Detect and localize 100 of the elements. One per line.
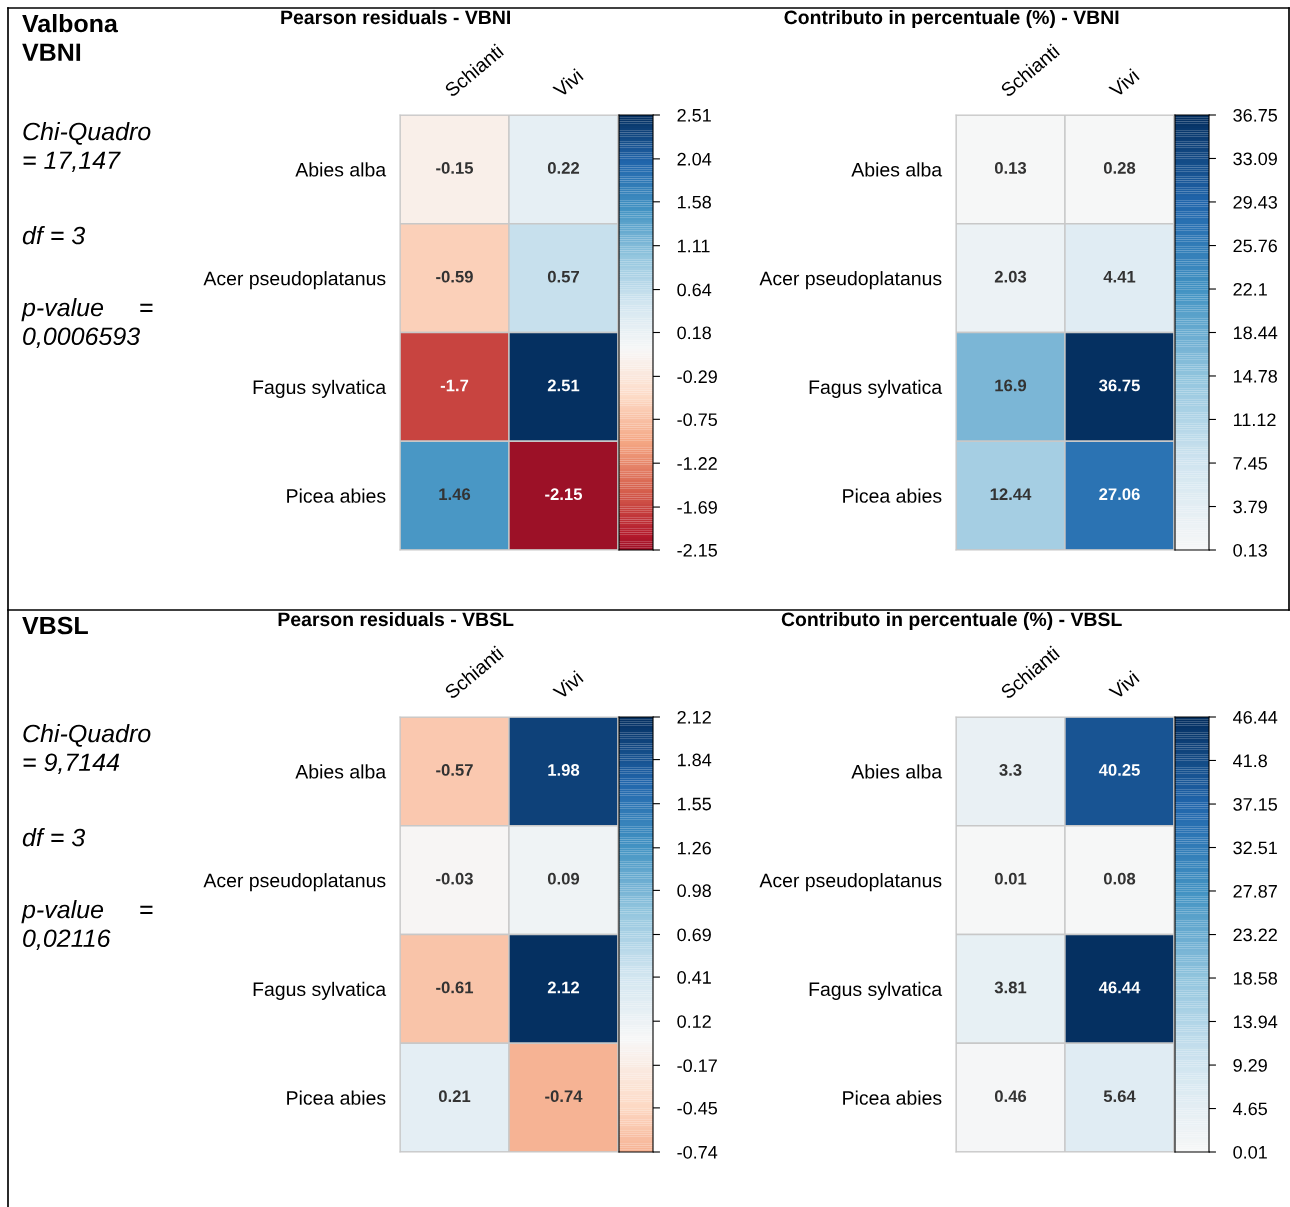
- y-tick-label: Acer pseudoplatanus: [759, 873, 942, 892]
- color-bar-label: 1.26: [677, 841, 711, 855]
- color-bar-label: 14.78: [1233, 369, 1278, 383]
- color-bar-label: 0.98: [677, 884, 711, 898]
- data-label: -0.59: [436, 270, 473, 283]
- y-tick-label: Acer pseudoplatanus: [759, 271, 942, 290]
- data-label: 2.51: [547, 379, 580, 392]
- color-bar-label: 0.64: [677, 283, 712, 297]
- data-label: 36.75: [1099, 379, 1140, 392]
- x-tick-label: Vivi: [551, 670, 584, 700]
- y-tick-label: Fagus sylvatica: [253, 379, 387, 398]
- data-label: 0.13: [994, 162, 1027, 174]
- data-label: -0.61: [436, 981, 474, 994]
- data-label: 3.81: [994, 981, 1027, 994]
- data-label: 0.08: [1103, 872, 1136, 885]
- color-bar-label: 1.55: [677, 797, 711, 811]
- color-bar-label: 46.44: [1233, 710, 1278, 724]
- color-bar-label: 9.29: [1233, 1058, 1267, 1072]
- color-bar-label: -0.45: [677, 1101, 718, 1115]
- x-tick-label: Vivi: [1107, 670, 1140, 700]
- color-bar-label: 0.01: [1233, 1145, 1267, 1159]
- color-bar-label: 0.18: [677, 326, 711, 340]
- color-bar-label: -0.17: [677, 1059, 717, 1073]
- color-bar-label: 25.76: [1233, 239, 1277, 253]
- data-label: 0.28: [1103, 162, 1136, 174]
- y-tick-label: Acer pseudoplatanus: [203, 271, 386, 290]
- color-bar-label: 7.45: [1233, 457, 1267, 470]
- data-label: -0.57: [436, 764, 473, 776]
- data-label: 0.21: [438, 1090, 471, 1103]
- y-tick-label: Fagus sylvatica: [809, 379, 943, 398]
- y-tick-label: Acer pseudoplatanus: [203, 873, 386, 892]
- y-tick-label: Fagus sylvatica: [253, 981, 387, 1000]
- data-label: 0.01: [994, 872, 1027, 885]
- color-bar-label: 2.12: [677, 710, 711, 724]
- data-label: -0.03: [436, 872, 473, 885]
- data-label: -2.15: [545, 488, 583, 501]
- color-bar-label: 1.11: [677, 239, 710, 253]
- data-label: 46.44: [1098, 981, 1141, 994]
- color-bar-label: 32.51: [1233, 841, 1277, 855]
- color-bar-label: 41.8: [1233, 754, 1267, 768]
- color-bar-label: 1.58: [677, 195, 711, 209]
- color-bar-label: 18.44: [1233, 326, 1278, 340]
- y-tick-label: Abies alba: [851, 162, 943, 177]
- y-tick-label: Picea abies: [843, 488, 942, 503]
- color-bar-label: -0.75: [677, 413, 718, 427]
- color-bar-label: 23.22: [1233, 928, 1277, 942]
- color-bar-label: 4.65: [1233, 1102, 1267, 1116]
- color-bar-label: 36.75: [1233, 108, 1278, 122]
- color-bar-label: 27.87: [1233, 884, 1277, 898]
- data-label: 12.44: [990, 488, 1032, 500]
- chart-title: Contributo in percentuale (%) - VBNI: [784, 9, 1119, 29]
- data-label: 16.9: [995, 379, 1027, 392]
- data-label: 3.3: [999, 764, 1022, 776]
- data-label: -1.7: [440, 379, 469, 392]
- color-bar-label: -2.15: [677, 543, 718, 557]
- text: p-value = 0,02116: [21, 900, 153, 951]
- color-bar-label: 0.69: [677, 928, 711, 942]
- y-tick-label: Picea abies: [287, 488, 386, 503]
- text: Chi-Quadro = 9,7144: [23, 724, 151, 775]
- color-bar-label: 11.12: [1233, 413, 1276, 426]
- color-bar-label: 0.13: [1233, 543, 1267, 557]
- text: Valbona VBNI: [22, 14, 119, 61]
- data-label: 4.41: [1103, 270, 1136, 283]
- color-bar-label: 0.12: [677, 1015, 711, 1028]
- data-label: 0.57: [547, 270, 579, 283]
- data-label: 5.64: [1103, 1090, 1136, 1103]
- chart-title: Pearson residuals - VBNI: [281, 9, 510, 25]
- data-label: 1.46: [439, 488, 471, 501]
- text: VBSL: [22, 616, 88, 635]
- color-bar-label: -0.74: [677, 1145, 718, 1159]
- color-bar-label: 22.1: [1233, 282, 1267, 296]
- data-label: 0.09: [547, 872, 580, 885]
- color-bar-label: 33.09: [1233, 152, 1277, 166]
- color-bar-label: -1.69: [677, 500, 717, 514]
- x-tick-label: Vivi: [551, 68, 584, 98]
- chart-title: Contributo in percentuale (%) - VBSL: [781, 611, 1122, 631]
- data-label: 40.25: [1098, 764, 1140, 776]
- y-tick-label: Picea abies: [287, 1090, 386, 1105]
- data-label: 0.22: [547, 162, 580, 174]
- y-tick-label: Picea abies: [843, 1090, 942, 1105]
- x-tick-label: Vivi: [1107, 68, 1140, 98]
- text: Chi-Quadro = 17,147: [23, 122, 151, 173]
- data-label: 1.98: [548, 764, 580, 776]
- color-bar-label: -0.29: [677, 370, 717, 384]
- color-bar-label: 1.84: [677, 753, 712, 767]
- data-label: -0.15: [436, 162, 474, 174]
- data-label: -0.74: [545, 1090, 583, 1103]
- y-tick-label: Abies alba: [295, 764, 387, 779]
- data-label: 2.03: [994, 270, 1027, 283]
- y-tick-label: Abies alba: [295, 162, 387, 177]
- color-bar-label: -1.22: [677, 457, 717, 470]
- color-bar-label: 3.79: [1233, 500, 1267, 514]
- color-bar-label: 2.04: [677, 152, 712, 166]
- text: p-value = 0,0006593: [21, 298, 153, 349]
- data-label: 0.46: [994, 1090, 1027, 1103]
- color-bar-label: 18.58: [1233, 971, 1278, 985]
- chart-title: Pearson residuals - VBSL: [278, 611, 514, 627]
- y-tick-label: Fagus sylvatica: [809, 981, 943, 1000]
- color-bar-label: 0.41: [677, 971, 711, 984]
- data-label: 2.12: [547, 981, 580, 994]
